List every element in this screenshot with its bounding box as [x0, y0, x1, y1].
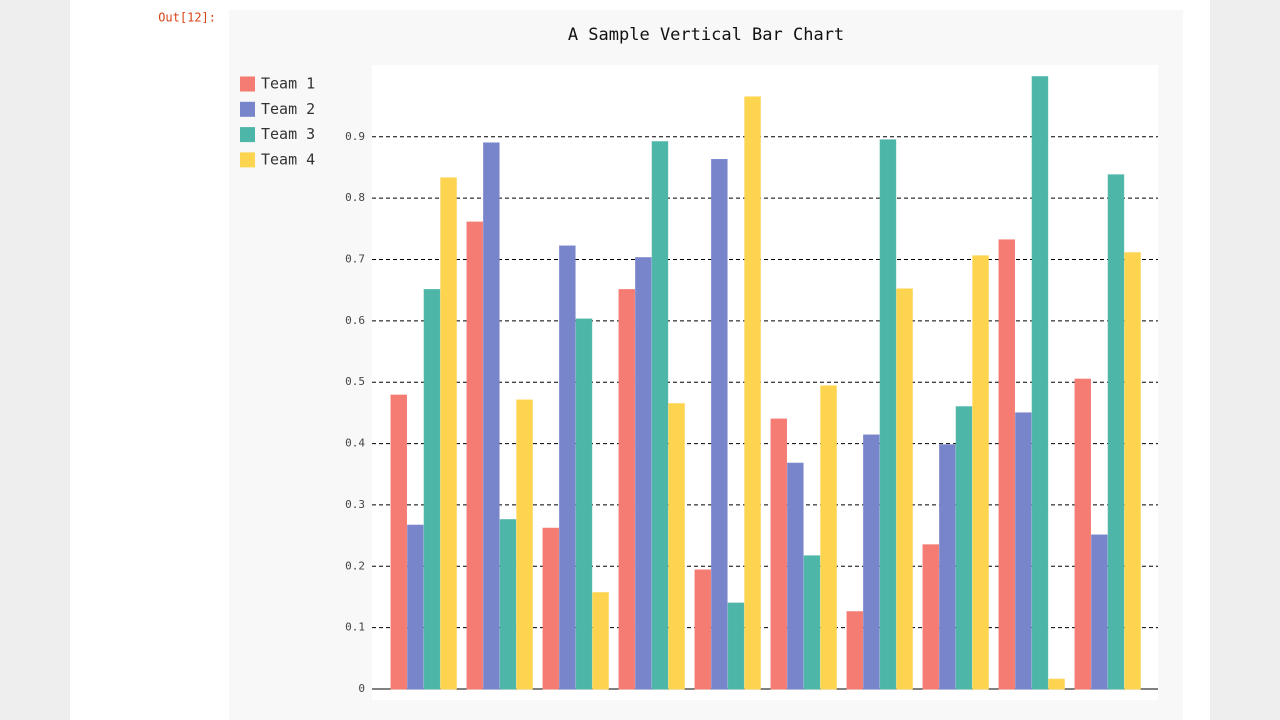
bar	[787, 462, 804, 690]
y-tick-label: 0.5	[345, 375, 365, 388]
legend-swatch	[240, 152, 255, 168]
bar	[694, 569, 711, 690]
legend-swatch	[240, 101, 255, 117]
bar	[922, 544, 939, 690]
bar	[727, 602, 745, 690]
bar	[972, 255, 989, 690]
bar	[770, 418, 787, 690]
legend-label: Team 4	[261, 150, 315, 168]
y-tick-label: 0.4	[345, 437, 365, 450]
y-tick-label: 0.9	[345, 130, 365, 143]
bar	[618, 289, 635, 690]
bar	[592, 592, 609, 690]
y-tick-label: 0.8	[345, 191, 365, 204]
bar	[516, 399, 533, 690]
legend-label: Team 2	[261, 100, 315, 118]
bar	[390, 394, 407, 690]
bar	[499, 519, 517, 690]
legend-label: Team 1	[261, 75, 315, 93]
bar	[407, 524, 424, 690]
bar	[651, 141, 669, 690]
bar	[1031, 76, 1049, 690]
bar	[939, 444, 956, 690]
bar	[483, 142, 500, 690]
bar	[1048, 678, 1065, 690]
bar	[744, 96, 761, 690]
legend-swatch	[240, 76, 255, 92]
bar	[542, 527, 559, 690]
bar	[820, 385, 837, 690]
bar	[1015, 412, 1032, 690]
legend-label: Team 3	[261, 125, 315, 143]
bar	[1124, 252, 1141, 690]
y-tick-label: 0.3	[345, 498, 365, 511]
chart-title: A Sample Vertical Bar Chart	[568, 25, 844, 45]
y-tick-label: 0.2	[345, 559, 365, 572]
bar	[896, 288, 913, 690]
y-tick-label: 0.1	[345, 621, 365, 634]
bar	[711, 158, 728, 690]
bar	[635, 257, 652, 690]
y-tick-label: 0.6	[345, 314, 365, 327]
y-tick-label: 0	[358, 682, 365, 695]
bar	[559, 245, 576, 690]
bar	[466, 221, 483, 690]
bar	[1091, 534, 1108, 690]
bar	[575, 318, 593, 690]
bar	[863, 434, 880, 690]
bar	[668, 403, 685, 690]
y-tick-label: 0.7	[345, 253, 365, 266]
bar	[803, 555, 821, 690]
bar	[998, 239, 1015, 690]
legend-swatch	[240, 127, 255, 143]
bar	[879, 139, 897, 690]
bar	[955, 406, 973, 690]
bar	[846, 611, 863, 690]
output-prompt: Out[12]:	[158, 11, 216, 25]
bar	[1074, 378, 1091, 690]
bar	[440, 177, 457, 690]
bar	[1107, 174, 1125, 690]
bar	[423, 289, 441, 690]
